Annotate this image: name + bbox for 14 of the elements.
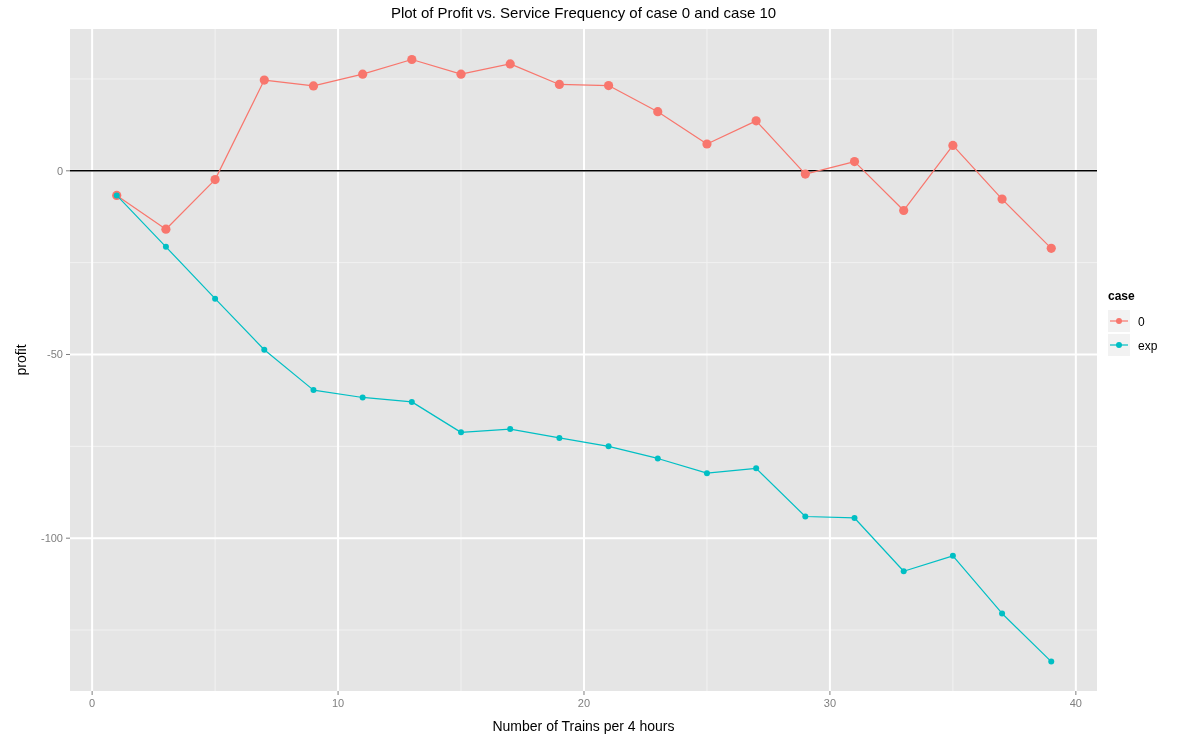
legend-title: case: [1108, 289, 1136, 303]
y-tick-label: 0: [56, 164, 63, 177]
y-axis-title: profit: [13, 344, 29, 376]
x-tick-label: 20: [577, 697, 591, 709]
legend-label: 0: [1138, 315, 1145, 329]
x-axis-title: Number of Trains per 4 hours: [492, 718, 675, 734]
chart-title: Plot of Profit vs. Service Frequency of case 0 and case 10: [390, 4, 777, 21]
y-tick-label: -50: [47, 348, 63, 361]
x-tick-label: 40: [1069, 697, 1082, 709]
legend-label: exp: [1138, 339, 1158, 353]
x-tick-label: 0: [89, 697, 96, 709]
x-tick-label: 10: [331, 697, 345, 709]
y-tick-label: -100: [40, 532, 63, 545]
x-tick-label: 30: [823, 697, 837, 709]
